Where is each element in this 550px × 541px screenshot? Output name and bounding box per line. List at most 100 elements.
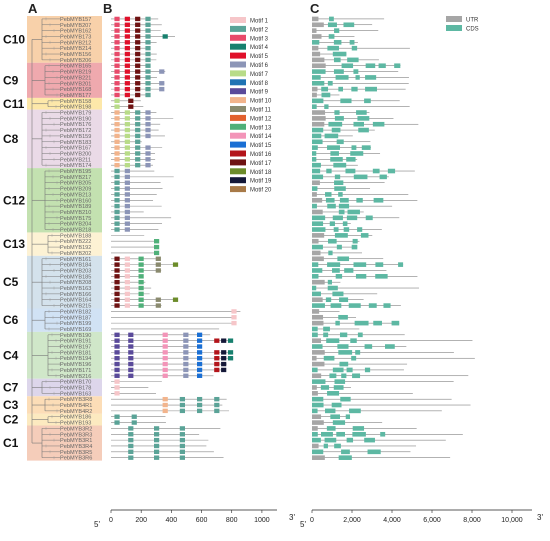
gene-label: PebMYB203 [60, 268, 91, 274]
motif-box [131, 414, 137, 419]
motif-box [145, 86, 151, 92]
motif-box [145, 145, 151, 150]
exon-box [321, 86, 329, 92]
motif-box [227, 338, 234, 343]
exon-box [361, 145, 371, 150]
exon-box [312, 420, 324, 425]
motif-box [114, 92, 120, 98]
motif-box [114, 57, 120, 63]
motif-box [124, 168, 130, 174]
exon-box [312, 355, 317, 361]
motif-box [135, 122, 141, 127]
gene-label: PebMYB164 [60, 298, 91, 304]
clade-band [27, 378, 102, 397]
clade-band [27, 396, 102, 414]
motif-box [138, 274, 144, 279]
motif-box [145, 162, 151, 168]
motif-box [114, 291, 120, 297]
exon-box [349, 40, 355, 45]
exon-box [367, 449, 381, 455]
motif-box [128, 104, 134, 109]
motif-legend-swatch [230, 70, 246, 77]
exon-box [312, 197, 323, 203]
exon-box [328, 34, 335, 39]
exon-box [312, 192, 317, 197]
motif-box [183, 350, 189, 355]
motif-box [124, 63, 130, 68]
motif-legend-label: Motif 17 [250, 161, 272, 167]
panel-label-c: C [310, 1, 320, 16]
exon-box [332, 291, 344, 297]
exon-box [321, 92, 331, 98]
exon-box [325, 192, 332, 197]
motif-box [145, 28, 151, 33]
exon-box [333, 227, 339, 232]
gene-label: PebMYB189 [60, 204, 91, 210]
motif-box [135, 28, 141, 33]
gene-label: PebMYB194 [60, 356, 91, 362]
gene-label: PebMYB190 [60, 333, 91, 339]
gene-label: PebMYB209 [60, 187, 91, 193]
exon-box [332, 51, 347, 57]
gene-label: PebMYB199 [60, 321, 91, 327]
motif-box [138, 291, 144, 297]
motif-legend-label: Motif 13 [250, 125, 272, 131]
exon-box [312, 437, 321, 443]
motif-box [124, 180, 130, 185]
clade-label: C13 [3, 237, 25, 251]
motif-box [183, 332, 189, 338]
motif-box [135, 145, 141, 150]
motif-box [162, 361, 168, 367]
gene-label: PebMYB219 [60, 70, 91, 76]
motif-box [124, 81, 130, 86]
motif-legend-swatch [230, 150, 246, 157]
motif-box [114, 268, 120, 273]
gene-label: PebMYB212 [60, 40, 91, 46]
exon-box [360, 233, 369, 238]
exon-box [372, 168, 380, 174]
exon-box [312, 361, 325, 367]
motif-box [124, 57, 130, 63]
exon-box [327, 45, 339, 51]
exon-box [327, 391, 340, 396]
exon-box [312, 455, 325, 460]
motif-box [155, 268, 161, 273]
motif-box [179, 455, 185, 460]
motif-box [154, 244, 160, 250]
axis-c-tick-label: 6,000 [423, 517, 441, 524]
exon-box [338, 192, 343, 197]
exon-box [353, 262, 367, 267]
exon-box [333, 385, 344, 390]
motif-box [154, 443, 160, 449]
motif-box [197, 361, 203, 367]
motif-box [114, 34, 120, 39]
exon-box [383, 303, 391, 308]
motif-box [114, 385, 120, 390]
motif-box [124, 92, 130, 98]
exon-box [334, 443, 341, 449]
motif-box [154, 250, 160, 256]
exon-box [355, 350, 361, 355]
motif-box [114, 139, 120, 144]
motif-legend-swatch [230, 186, 246, 193]
exon-box [364, 367, 371, 373]
motif-box [221, 367, 227, 373]
exon-box [312, 75, 321, 80]
exon-box [333, 162, 347, 168]
gene-label: PebMYB181 [60, 350, 91, 356]
motif-box [114, 285, 120, 291]
axis-b-tick-label: 1000 [254, 517, 270, 524]
motif-box [114, 110, 120, 115]
motif-box [183, 356, 189, 361]
exon-box [351, 45, 358, 51]
exon-box [312, 350, 325, 355]
gene-label: PebMYB182 [60, 309, 91, 315]
exon-box [332, 215, 343, 221]
gene-label: PebMYB171 [60, 368, 91, 374]
motif-legend-label: Motif 19 [250, 179, 272, 185]
exon-box [312, 274, 319, 279]
motif-box [114, 86, 120, 92]
exon-box [312, 22, 324, 28]
exon-box [364, 437, 375, 443]
axis-c-tick-label: 10,000 [501, 517, 523, 524]
